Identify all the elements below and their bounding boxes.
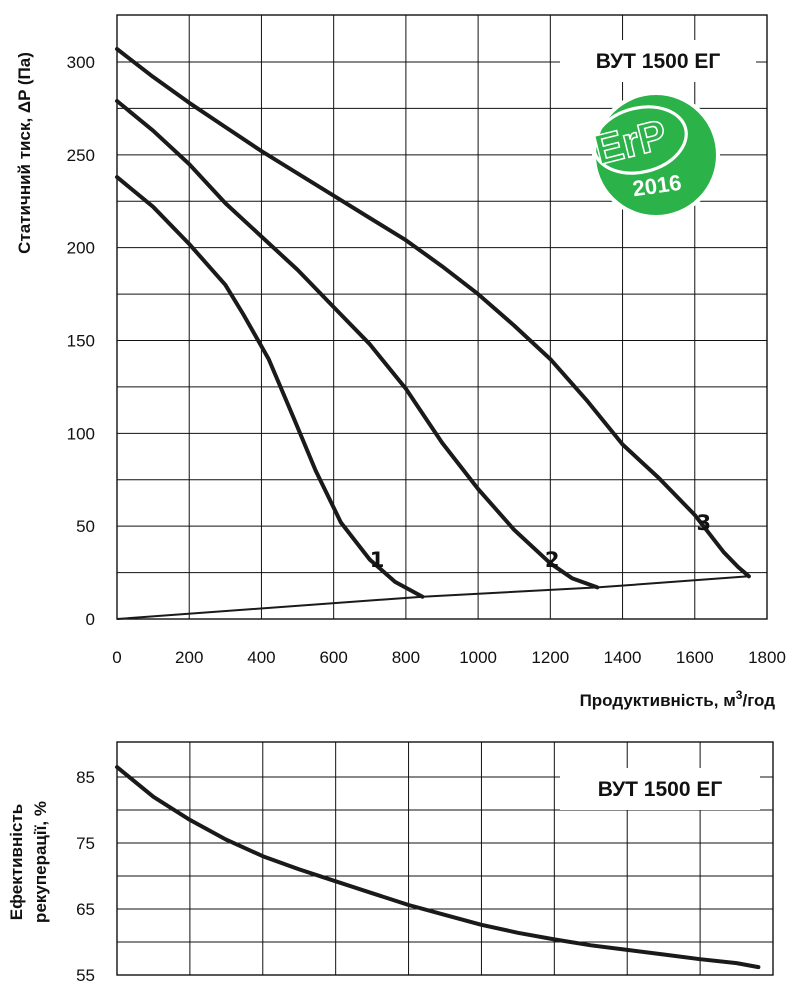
efficiency-chart: ВУТ 1500 ЕГ 55 65 75 85 Ефективність рекупе…: [7, 741, 774, 985]
efficiency-model-label-bg: [560, 768, 760, 810]
x-axis-title-main: Продуктивність, м: [580, 691, 736, 710]
efficiency-plot-frame: [116, 741, 774, 976]
pressure-tick-labels: 0 200 400 600 800 1000 1200 1400 1600 18000501001…: [67, 53, 786, 667]
efficiency-tick-labels: 55 65 75 85: [76, 768, 95, 985]
pressure-x-tick-label: 1400: [604, 648, 642, 667]
pressure-y-tick-label: 0: [86, 610, 95, 629]
pressure-curve-2: [115, 99, 600, 590]
pressure-y-tick-label: 150: [67, 332, 95, 351]
curve-label-3: 3: [696, 511, 711, 535]
pressure-x-tick-label: 0: [112, 648, 121, 667]
pressure-x-tick-label: 400: [247, 648, 275, 667]
pressure-curves: 1 2 3: [115, 47, 751, 620]
pressure-x-tick-label: 200: [175, 648, 203, 667]
pressure-y-tick-label: 200: [67, 239, 95, 258]
pressure-chart: ВУТ 1500 ЕГ ErP 2016 1 2 3 0 200 400 600 800 10…: [15, 14, 786, 710]
x-axis-title-sup: 3: [736, 688, 743, 702]
pressure-x-tick-label: 1000: [459, 648, 497, 667]
pressure-model-label-bg: [560, 40, 756, 82]
pressure-y-tick-label: 300: [67, 53, 95, 72]
pressure-x-tick-label: 600: [319, 648, 347, 667]
pressure-x-tick-label: 1200: [531, 648, 569, 667]
efficiency-y-tick-label: 85: [76, 768, 95, 787]
erp-badge-swoosh: [592, 105, 688, 175]
pressure-x-tick-label: 1600: [676, 648, 714, 667]
erp-badge: ErP 2016: [589, 91, 720, 219]
x-axis-title-tail: /год: [742, 691, 775, 710]
pressure-plot-frame: [116, 14, 768, 620]
efficiency-model-label: ВУТ 1500 ЕГ: [598, 778, 723, 801]
pressure-x-tick-label: 1800: [748, 648, 786, 667]
pressure-x-tick-label: 800: [392, 648, 420, 667]
pressure-y-tick-label: 50: [76, 517, 95, 536]
efficiency-curves: [115, 765, 761, 970]
curve-label-1: 1: [370, 548, 385, 572]
pressure-y-axis-title: Статичний тиск, ΔP (Па): [15, 52, 34, 254]
curve-label-2: 2: [545, 548, 560, 572]
efficiency-curve: [115, 765, 761, 970]
pressure-curve-3: [115, 47, 751, 579]
pressure-model-label: ВУТ 1500 ЕГ: [596, 50, 721, 73]
pressure-x-axis-title: Продуктивність, м3/год: [580, 688, 776, 710]
efficiency-y-axis-title-line2: рекуперації, %: [31, 801, 50, 923]
system-line: [116, 575, 749, 620]
pressure-y-tick-label: 100: [67, 424, 95, 443]
efficiency-y-tick-label: 75: [76, 834, 95, 853]
pressure-curve-1: [115, 175, 425, 599]
efficiency-y-tick-label: 55: [76, 966, 95, 985]
efficiency-y-axis-title-line1: Ефективність: [7, 804, 26, 920]
efficiency-y-tick-label: 65: [76, 900, 95, 919]
pressure-y-tick-label: 250: [67, 146, 95, 165]
